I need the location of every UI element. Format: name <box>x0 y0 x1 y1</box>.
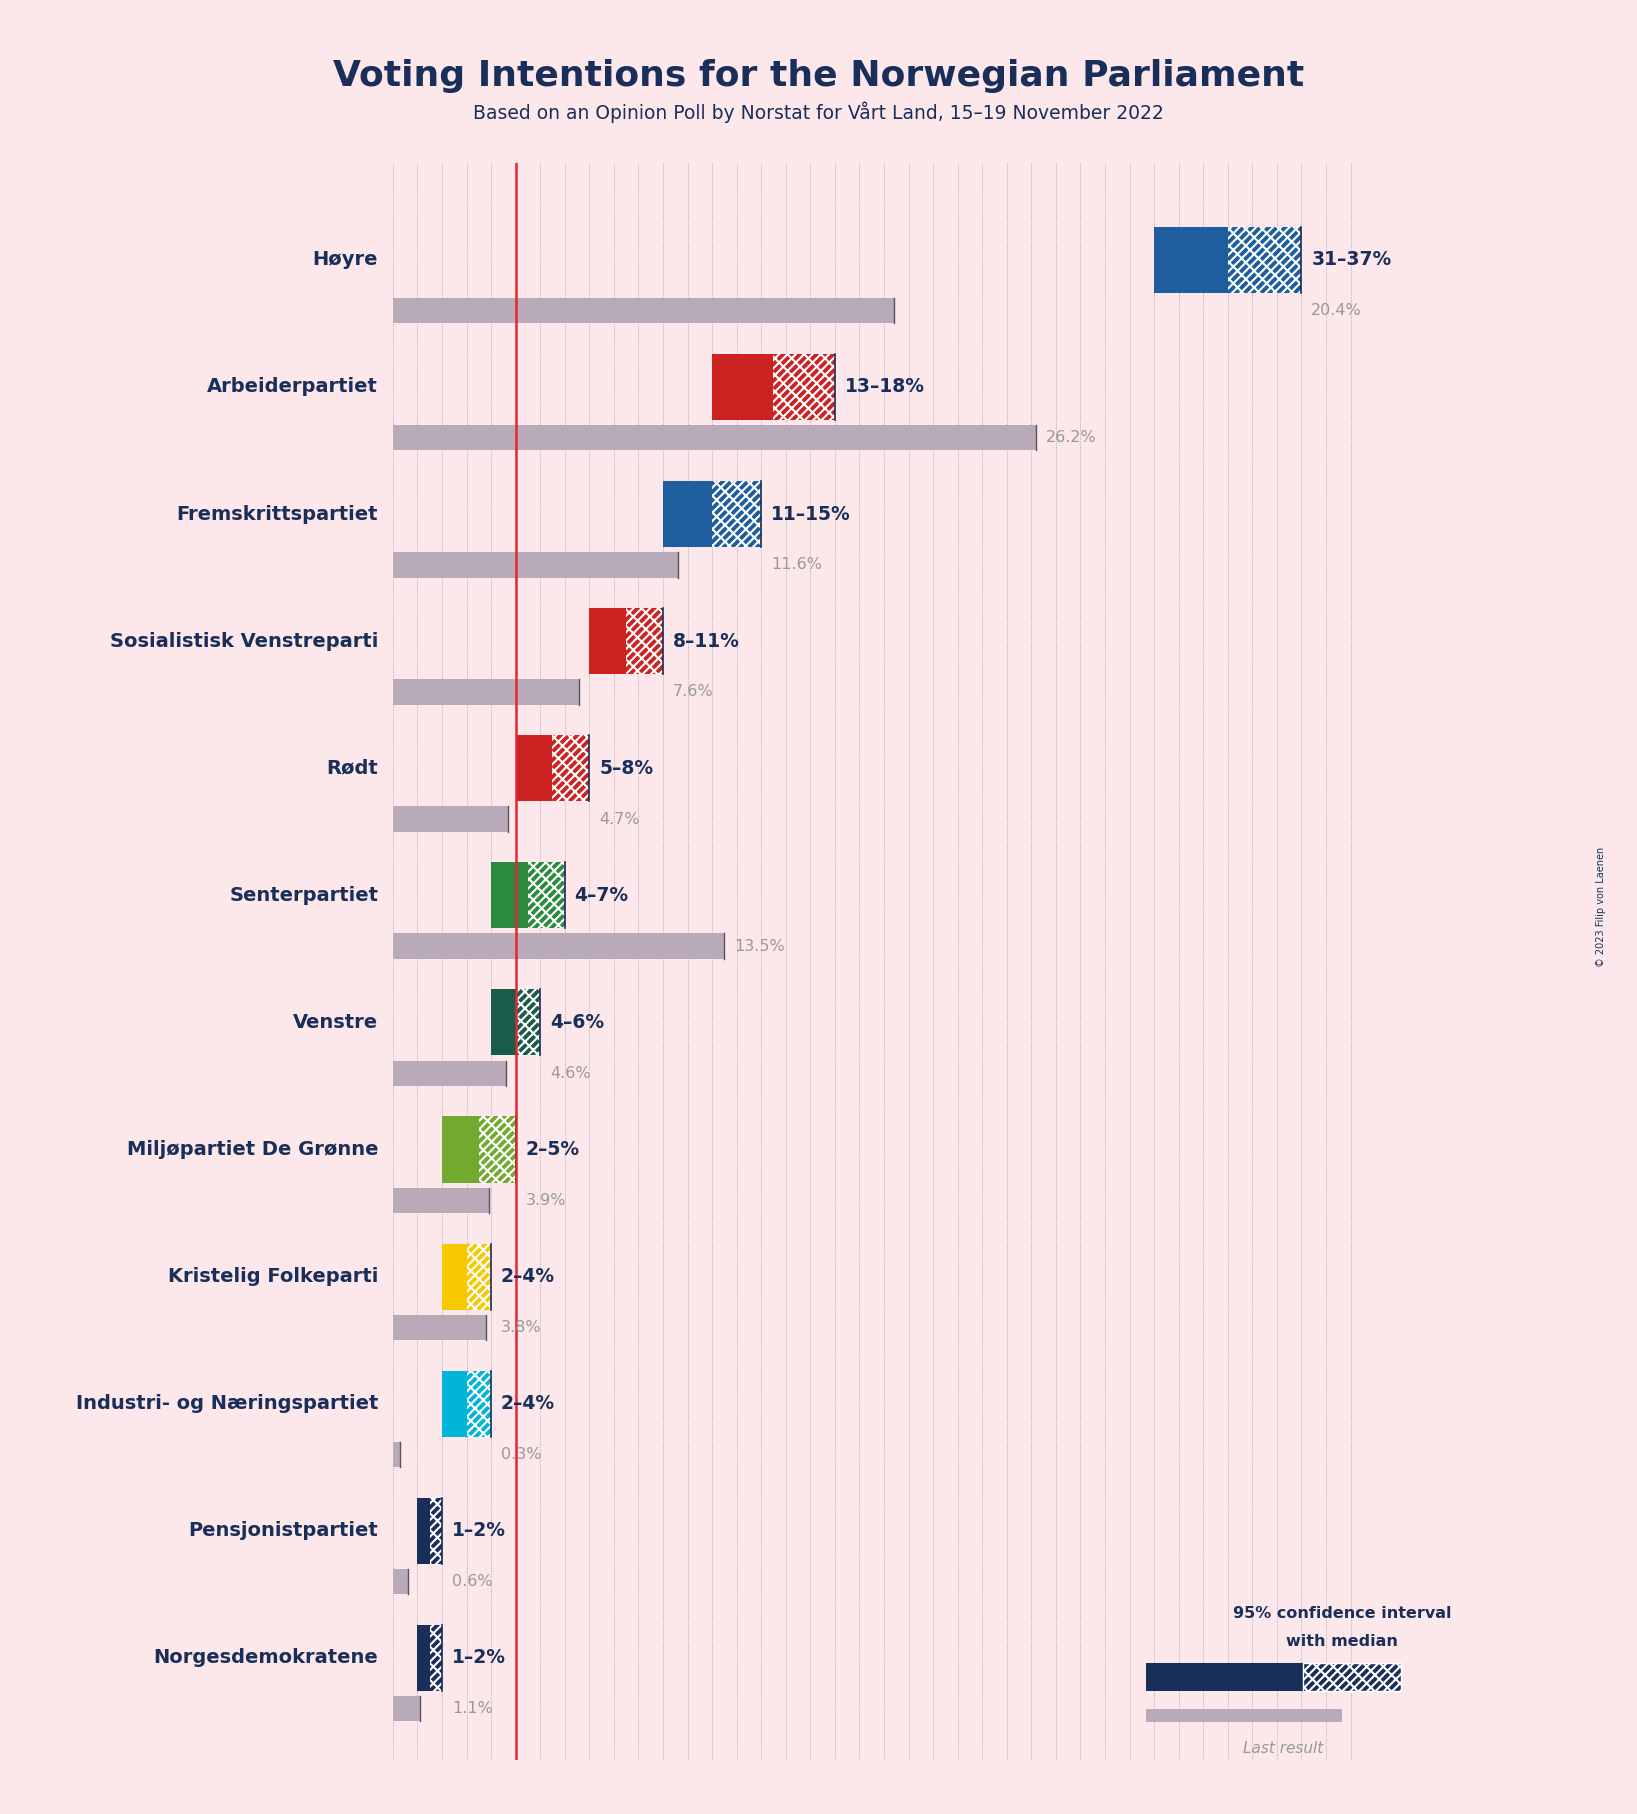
Bar <box>442 1371 467 1437</box>
Text: 11–15%: 11–15% <box>771 504 851 524</box>
Bar <box>393 297 894 323</box>
Text: 31–37%: 31–37% <box>1311 250 1391 268</box>
Text: 2–5%: 2–5% <box>525 1139 579 1159</box>
Text: 95% confidence interval: 95% confidence interval <box>1233 1605 1452 1620</box>
Bar <box>1154 227 1228 292</box>
Bar <box>589 608 625 675</box>
Bar <box>774 354 835 421</box>
Text: Høyre: Høyre <box>313 250 378 268</box>
Text: Industri- og Næringspartiet: Industri- og Næringspartiet <box>75 1395 378 1413</box>
Bar <box>663 481 712 548</box>
Text: 4.6%: 4.6% <box>550 1067 591 1081</box>
Text: 1–2%: 1–2% <box>452 1649 506 1667</box>
Text: 5–8%: 5–8% <box>599 758 653 778</box>
Bar <box>516 989 540 1056</box>
Text: with median: with median <box>1287 1634 1398 1649</box>
Text: 0.3%: 0.3% <box>501 1448 542 1462</box>
Bar <box>393 807 507 833</box>
Bar <box>393 1442 399 1468</box>
Bar <box>1303 1663 1401 1691</box>
Text: 4–6%: 4–6% <box>550 1012 604 1032</box>
Text: 20.4%: 20.4% <box>1311 303 1362 317</box>
Text: 11.6%: 11.6% <box>771 557 822 573</box>
Bar <box>478 1116 516 1183</box>
Text: Kristelig Folkeparti: Kristelig Folkeparti <box>167 1268 378 1286</box>
Text: Miljøpartiet De Grønne: Miljøpartiet De Grønne <box>126 1139 378 1159</box>
Text: Senterpartiet: Senterpartiet <box>229 885 378 905</box>
Bar <box>442 1116 478 1183</box>
Bar <box>429 1498 442 1564</box>
Text: 4.7%: 4.7% <box>599 811 640 827</box>
Text: Sosialistisk Venstreparti: Sosialistisk Venstreparti <box>110 631 378 651</box>
Bar <box>491 989 516 1056</box>
Text: 26.2%: 26.2% <box>1046 430 1097 444</box>
Text: Venstre: Venstre <box>293 1012 378 1032</box>
Text: 3.9%: 3.9% <box>525 1194 566 1208</box>
Text: Pensjonistpartiet: Pensjonistpartiet <box>188 1522 378 1540</box>
Bar <box>712 481 761 548</box>
Bar <box>393 934 724 960</box>
Text: Voting Intentions for the Norwegian Parliament: Voting Intentions for the Norwegian Parl… <box>332 60 1305 93</box>
Bar <box>393 1061 506 1087</box>
Text: 4–7%: 4–7% <box>575 885 629 905</box>
Bar <box>1228 227 1301 292</box>
Bar <box>1146 1663 1303 1691</box>
Bar <box>712 354 774 421</box>
Bar <box>442 1244 467 1310</box>
Text: Based on an Opinion Poll by Norstat for Vårt Land, 15–19 November 2022: Based on an Opinion Poll by Norstat for … <box>473 102 1164 123</box>
Text: 7.6%: 7.6% <box>673 684 714 700</box>
Bar <box>417 1625 429 1691</box>
Bar <box>552 735 589 802</box>
Bar <box>393 1188 488 1214</box>
Bar <box>393 424 1036 450</box>
Text: 2–4%: 2–4% <box>501 1395 555 1413</box>
Bar <box>417 1498 429 1564</box>
Text: 13–18%: 13–18% <box>845 377 925 397</box>
Bar <box>1146 1709 1342 1721</box>
Bar <box>467 1371 491 1437</box>
Text: 2–4%: 2–4% <box>501 1268 555 1286</box>
Bar <box>527 862 565 929</box>
Bar <box>393 1315 486 1341</box>
Text: Rødt: Rødt <box>326 758 378 778</box>
Text: 8–11%: 8–11% <box>673 631 740 651</box>
Bar <box>491 862 527 929</box>
Text: Arbeiderpartiet: Arbeiderpartiet <box>208 377 378 397</box>
Text: 13.5%: 13.5% <box>735 938 786 954</box>
Text: © 2023 Filip von Laenen: © 2023 Filip von Laenen <box>1596 847 1606 967</box>
Text: Last result: Last result <box>1242 1741 1324 1756</box>
Text: 1–2%: 1–2% <box>452 1522 506 1540</box>
Text: 3.8%: 3.8% <box>501 1321 542 1335</box>
Bar <box>393 1696 419 1721</box>
Text: Fremskrittspartiet: Fremskrittspartiet <box>177 504 378 524</box>
Bar <box>467 1244 491 1310</box>
Text: 0.6%: 0.6% <box>452 1575 493 1589</box>
Bar <box>516 735 552 802</box>
Bar <box>625 608 663 675</box>
Bar <box>393 678 579 704</box>
Text: Norgesdemokratene: Norgesdemokratene <box>154 1649 378 1667</box>
Bar <box>393 551 678 577</box>
Bar <box>429 1625 442 1691</box>
Bar <box>393 1569 408 1595</box>
Text: 1.1%: 1.1% <box>452 1702 493 1716</box>
